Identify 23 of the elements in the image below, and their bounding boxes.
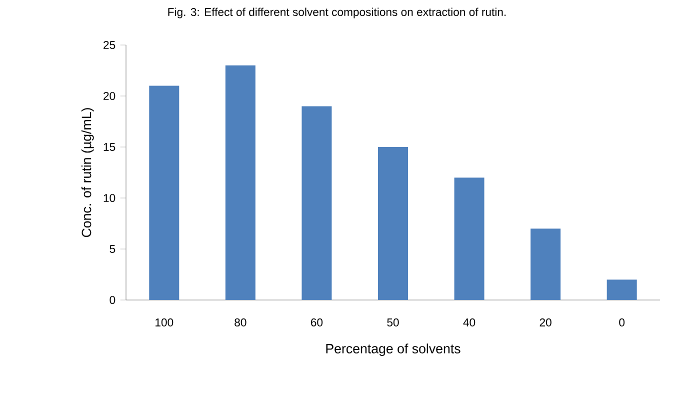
bar	[302, 106, 332, 300]
bar	[454, 178, 484, 300]
y-tick-label: 10	[104, 194, 116, 202]
x-tick-label: 80	[234, 318, 246, 326]
chart-title: Fig. 3: Effect of different solvent compositions on extraction of rutin.	[168, 8, 506, 18]
bar	[225, 65, 256, 300]
bar	[378, 147, 408, 300]
y-tick-label: 0	[110, 296, 116, 304]
y-tick-label: 20	[104, 92, 116, 100]
bar	[606, 280, 637, 300]
x-tick-label: 60	[310, 318, 323, 326]
y-tick-label: 5	[110, 245, 116, 253]
y-axis-title: Conc. of rutin (µg/mL)	[81, 108, 94, 238]
bar	[149, 86, 180, 300]
x-tick-label: 40	[463, 318, 476, 326]
x-tick-label: 50	[387, 318, 399, 326]
x-tick-label: 20	[540, 318, 552, 326]
x-tick-label: 0	[619, 318, 625, 326]
x-tick-label: 100	[156, 318, 174, 326]
bar	[530, 228, 561, 300]
x-axis-title: Percentage of solvents	[326, 344, 460, 356]
y-tick-label: 25	[104, 40, 116, 50]
y-tick-label: 15	[104, 143, 116, 151]
